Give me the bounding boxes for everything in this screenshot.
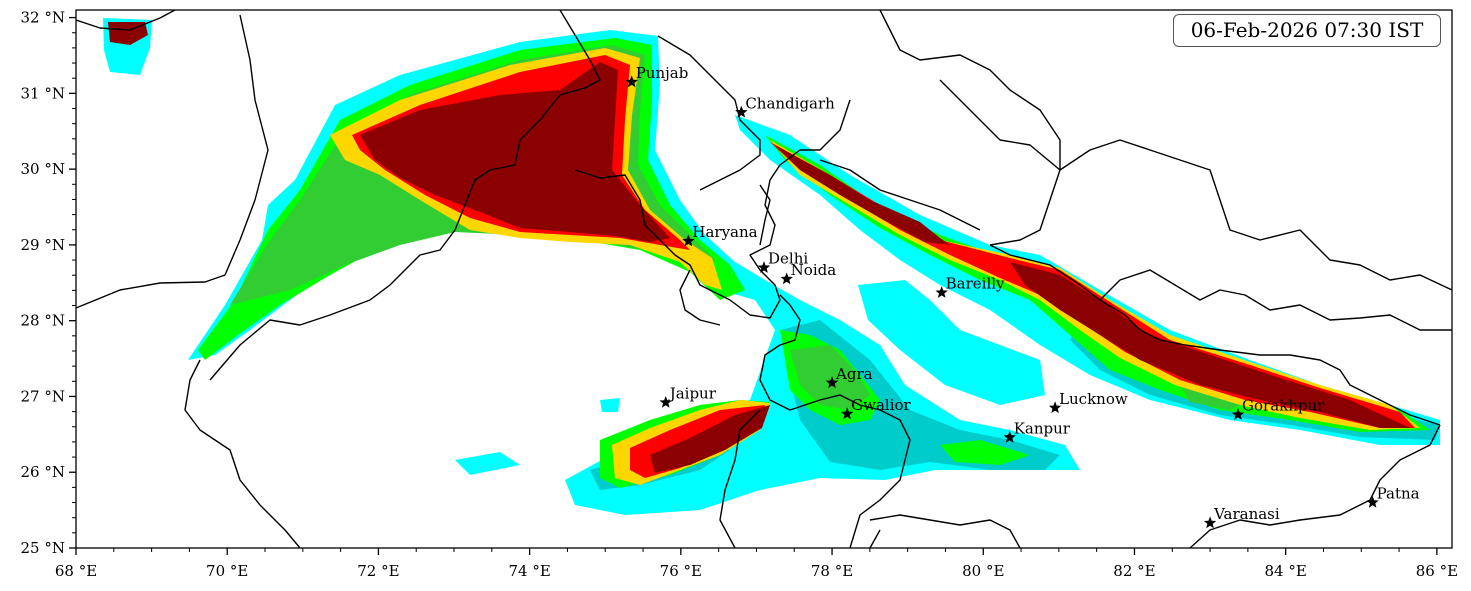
star-icon xyxy=(757,261,771,273)
city-chandigarh: Chandigarh xyxy=(735,94,835,118)
city-patna: Patna xyxy=(1366,485,1420,508)
star-icon xyxy=(935,286,948,298)
star-icon xyxy=(1048,401,1062,414)
x-tick-label: 72 °E xyxy=(357,562,399,580)
star-icon xyxy=(825,376,839,389)
star-icon xyxy=(1003,430,1016,443)
x-tick-label: 82 °E xyxy=(1113,562,1155,580)
city-label: Punjab xyxy=(636,64,689,82)
city-noida: Noida xyxy=(780,261,837,285)
y-tick-label: 26 °N xyxy=(21,463,65,481)
star-icon xyxy=(735,105,748,118)
x-tick-label: 70 °E xyxy=(206,562,248,580)
city-label: Haryana xyxy=(692,223,757,241)
x-tick-label: 84 °E xyxy=(1265,562,1307,580)
plot-frame xyxy=(75,9,1453,549)
city-punjab: Punjab xyxy=(625,64,689,88)
star-icon xyxy=(780,272,793,285)
y-tick-label: 27 °N xyxy=(21,387,65,405)
city-label: Gorakhpur xyxy=(1242,397,1325,415)
x-tick-label: 78 °E xyxy=(811,562,853,580)
city-label: Bareilly xyxy=(946,275,1005,293)
city-label: Delhi xyxy=(768,250,808,268)
city-agra: Agra xyxy=(825,365,873,389)
star-icon xyxy=(625,75,638,88)
city-gorakhpur: Gorakhpur xyxy=(1231,397,1325,420)
y-tick-label: 30 °N xyxy=(21,160,65,178)
axis-ticks: 68 °E 70 °E 72 °E 74 °E 76 °E 78 °E 80 °E 82 °E… xyxy=(21,9,1459,580)
x-tick-label: 76 °E xyxy=(660,562,702,580)
y-tick-label: 29 °N xyxy=(21,236,65,254)
star-icon xyxy=(682,234,695,247)
city-label: Gwalior xyxy=(851,396,911,414)
y-tick-label: 25 °N xyxy=(21,539,65,557)
city-bareilly: Bareilly xyxy=(935,275,1005,298)
band-level7 xyxy=(108,22,1410,473)
star-icon xyxy=(1203,516,1217,529)
city-label: Jaipur xyxy=(668,385,717,403)
city-jaipur: Jaipur xyxy=(659,385,717,408)
city-label: Patna xyxy=(1377,485,1420,503)
x-tick-label: 68 °E xyxy=(55,562,97,580)
x-tick-label: 74 °E xyxy=(508,562,550,580)
timestamp-label: 06-Feb-2026 07:30 IST xyxy=(1173,14,1441,47)
y-tick-label: 32 °N xyxy=(21,9,65,27)
city-label: Varanasi xyxy=(1213,505,1280,523)
city-label: Lucknow xyxy=(1059,390,1128,408)
city-gwalior: Gwalior xyxy=(841,396,912,420)
city-haryana: Haryana xyxy=(682,223,758,247)
city-label: Chandigarh xyxy=(745,94,835,112)
star-icon xyxy=(1231,408,1245,420)
precipitation-shading xyxy=(103,18,1440,515)
city-varanasi: Varanasi xyxy=(1203,505,1280,529)
star-icon xyxy=(841,407,854,420)
city-label: Noida xyxy=(791,261,837,279)
y-tick-label: 28 °N xyxy=(21,312,65,330)
star-icon xyxy=(659,396,672,408)
state-boundaries xyxy=(76,10,1452,548)
city-delhi: Delhi xyxy=(757,250,808,273)
y-tick-label: 31 °N xyxy=(21,84,65,102)
city-kanpur: Kanpur xyxy=(1003,419,1071,443)
star-icon xyxy=(1366,496,1379,508)
city-lucknow: Lucknow xyxy=(1048,390,1128,414)
x-tick-label: 86 °E xyxy=(1416,562,1458,580)
x-tick-label: 80 °E xyxy=(962,562,1004,580)
city-label: Kanpur xyxy=(1014,419,1071,437)
city-label: Agra xyxy=(835,365,873,383)
